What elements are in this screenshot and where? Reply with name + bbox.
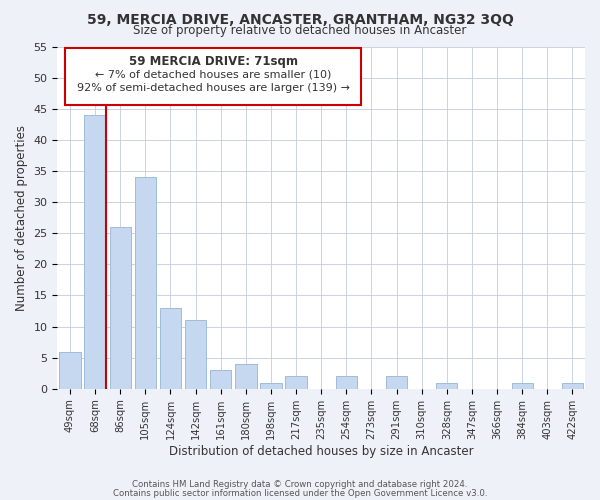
Bar xyxy=(436,382,457,389)
Text: 92% of semi-detached houses are larger (139) →: 92% of semi-detached houses are larger (… xyxy=(77,84,350,94)
Bar xyxy=(85,115,106,389)
Bar xyxy=(335,376,357,389)
Bar xyxy=(386,376,407,389)
Bar xyxy=(160,308,181,389)
Text: ← 7% of detached houses are smaller (10): ← 7% of detached houses are smaller (10) xyxy=(95,70,331,80)
Bar xyxy=(185,320,206,389)
Text: Contains HM Land Registry data © Crown copyright and database right 2024.: Contains HM Land Registry data © Crown c… xyxy=(132,480,468,489)
Text: Contains public sector information licensed under the Open Government Licence v3: Contains public sector information licen… xyxy=(113,488,487,498)
Bar xyxy=(110,227,131,389)
Bar xyxy=(286,376,307,389)
Bar xyxy=(210,370,232,389)
Y-axis label: Number of detached properties: Number of detached properties xyxy=(15,124,28,310)
Text: 59, MERCIA DRIVE, ANCASTER, GRANTHAM, NG32 3QQ: 59, MERCIA DRIVE, ANCASTER, GRANTHAM, NG… xyxy=(86,12,514,26)
Text: 59 MERCIA DRIVE: 71sqm: 59 MERCIA DRIVE: 71sqm xyxy=(128,55,298,68)
Text: Size of property relative to detached houses in Ancaster: Size of property relative to detached ho… xyxy=(133,24,467,37)
FancyBboxPatch shape xyxy=(65,48,361,104)
Bar xyxy=(59,352,80,389)
X-axis label: Distribution of detached houses by size in Ancaster: Distribution of detached houses by size … xyxy=(169,444,473,458)
Bar xyxy=(260,382,281,389)
Bar xyxy=(512,382,533,389)
Bar xyxy=(134,177,156,389)
Bar xyxy=(235,364,257,389)
Bar xyxy=(562,382,583,389)
